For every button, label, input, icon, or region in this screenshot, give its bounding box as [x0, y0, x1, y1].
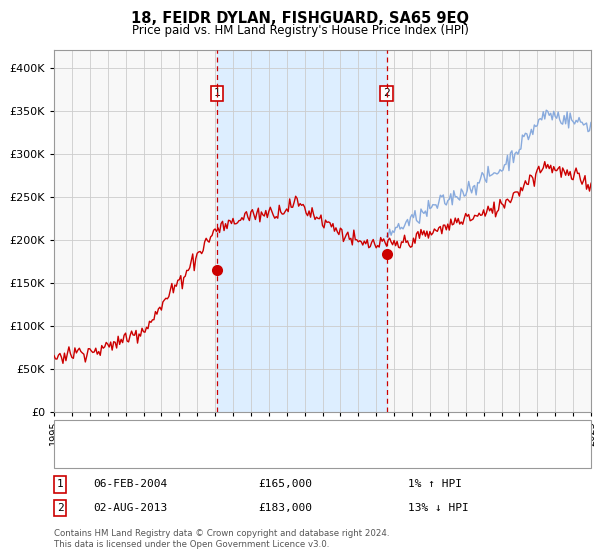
Text: 2: 2 [56, 503, 64, 513]
Text: 18, FEIDR DYLAN, FISHGUARD, SA65 9EQ (detached house): 18, FEIDR DYLAN, FISHGUARD, SA65 9EQ (de… [99, 428, 408, 438]
Text: 06-FEB-2004: 06-FEB-2004 [93, 479, 167, 489]
Text: 1: 1 [214, 88, 220, 99]
Bar [217, 50, 386, 412]
Text: HPI: Average price, detached house, Pembrokeshire: HPI: Average price, detached house, Pemb… [99, 451, 369, 461]
Text: 1% ↑ HPI: 1% ↑ HPI [408, 479, 462, 489]
Text: 18, FEIDR DYLAN, FISHGUARD, SA65 9EQ: 18, FEIDR DYLAN, FISHGUARD, SA65 9EQ [131, 11, 469, 26]
Text: Price paid vs. HM Land Registry's House Price Index (HPI): Price paid vs. HM Land Registry's House … [131, 24, 469, 36]
Text: £165,000: £165,000 [258, 479, 312, 489]
Text: 02-AUG-2013: 02-AUG-2013 [93, 503, 167, 513]
Text: £183,000: £183,000 [258, 503, 312, 513]
Text: 1: 1 [56, 479, 64, 489]
Text: —: — [66, 447, 83, 465]
Text: —: — [66, 424, 83, 442]
Text: Contains HM Land Registry data © Crown copyright and database right 2024.
This d: Contains HM Land Registry data © Crown c… [54, 529, 389, 549]
Text: 2: 2 [383, 88, 390, 99]
Text: 13% ↓ HPI: 13% ↓ HPI [408, 503, 469, 513]
